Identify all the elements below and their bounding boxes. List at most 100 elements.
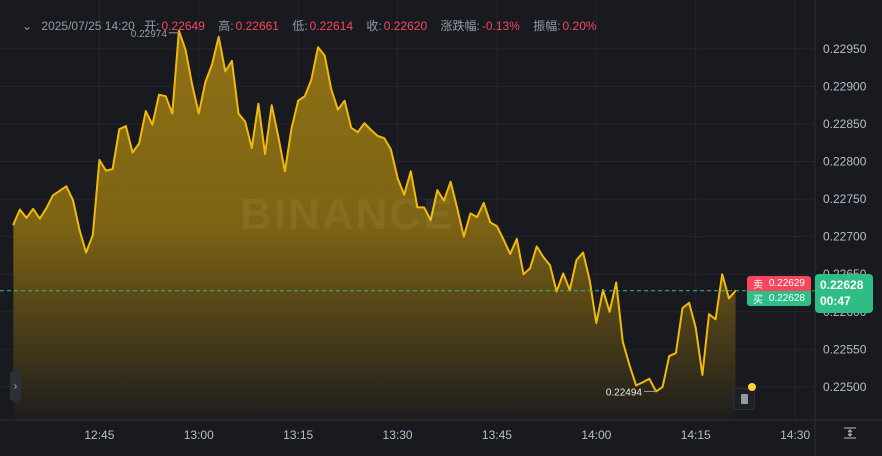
data-point <box>297 99 299 102</box>
data-point <box>19 208 21 211</box>
x-tick-label: 12:45 <box>84 428 114 442</box>
data-point <box>496 225 498 227</box>
data-point <box>131 151 134 154</box>
sell-price-badge[interactable]: 卖 0.22629 <box>747 276 811 291</box>
data-point <box>383 137 386 140</box>
data-point <box>569 289 571 291</box>
event-dot-icon[interactable] <box>748 383 756 391</box>
data-point <box>721 273 724 276</box>
data-point <box>509 253 512 255</box>
data-point <box>91 234 94 236</box>
y-tick-label: 0.22800 <box>823 155 867 169</box>
data-point <box>708 313 710 315</box>
data-point <box>197 112 200 115</box>
data-point <box>204 81 207 83</box>
data-point <box>529 267 531 270</box>
data-point <box>32 208 34 210</box>
data-point <box>714 318 717 321</box>
data-point <box>270 104 273 106</box>
data-point <box>449 181 452 183</box>
y-tick-label: 0.22900 <box>823 79 867 93</box>
data-point <box>516 238 518 240</box>
data-point <box>562 272 565 275</box>
data-point <box>469 212 472 215</box>
data-point <box>390 148 392 151</box>
max-price-label: 0.22974 <box>131 29 168 40</box>
data-point <box>628 364 631 366</box>
y-tick-label: 0.22850 <box>823 117 867 131</box>
x-tick-label: 13:45 <box>482 428 512 442</box>
data-point <box>191 84 193 86</box>
date-time: 2025/07/25 14:20 <box>41 19 135 33</box>
notes-button[interactable] <box>733 388 755 410</box>
data-point <box>111 168 114 170</box>
data-point <box>58 190 61 192</box>
buy-price-badge[interactable]: 买 0.22628 <box>747 291 811 306</box>
data-point <box>602 289 604 291</box>
data-point <box>85 251 87 254</box>
data-point <box>396 177 399 179</box>
y-axis[interactable]: 0.22950 0.22900 0.22850 0.22800 0.22750 0.227… <box>823 42 867 394</box>
data-point <box>370 129 372 131</box>
y-tick-label: 0.22700 <box>823 230 867 244</box>
y-tick-label: 0.22950 <box>823 42 867 56</box>
last-price-badge: 0.22628 00:47 <box>815 274 873 313</box>
y-tick-label: 0.22550 <box>823 342 867 356</box>
low-label: 低: <box>292 19 308 33</box>
data-point <box>542 256 545 258</box>
y-tick-label: 0.22750 <box>823 192 867 206</box>
data-point <box>118 128 121 131</box>
data-point <box>694 326 697 329</box>
data-point <box>224 70 227 73</box>
data-point <box>178 30 180 32</box>
data-point <box>257 102 260 105</box>
data-point <box>277 135 280 138</box>
x-tick-label: 14:15 <box>681 428 711 442</box>
data-point <box>635 384 637 387</box>
data-point <box>250 147 253 149</box>
data-point <box>555 290 558 293</box>
buy-price: 0.22628 <box>768 293 805 304</box>
data-point <box>211 63 213 66</box>
data-point <box>125 125 127 128</box>
price-area-fill <box>13 30 736 421</box>
auto-scale-icon[interactable] <box>844 427 856 439</box>
data-point <box>728 297 730 300</box>
data-point <box>284 170 286 173</box>
data-point <box>595 322 598 324</box>
data-point <box>608 311 611 313</box>
data-point <box>244 120 246 123</box>
data-point <box>403 193 405 196</box>
expand-sidebar-button[interactable]: › <box>10 371 21 401</box>
x-tick-label: 14:00 <box>581 428 611 442</box>
data-point <box>363 122 366 125</box>
data-point <box>337 108 339 111</box>
data-point <box>423 206 425 209</box>
data-point <box>217 36 220 38</box>
data-point <box>158 93 160 96</box>
price-line <box>12 29 737 393</box>
data-point <box>350 126 352 129</box>
data-point <box>522 273 525 276</box>
data-point <box>38 217 41 220</box>
data-point <box>72 199 74 201</box>
data-point <box>78 229 81 231</box>
data-point <box>622 341 624 343</box>
data-point <box>648 377 651 380</box>
data-point <box>323 54 326 57</box>
change-label: 涨跌幅: <box>440 19 480 33</box>
close-label: 收: <box>366 19 382 33</box>
collapse-chevron-icon[interactable]: ⌄ <box>22 19 33 33</box>
ohlc-header: ⌄ 2025/07/25 14:20 开: 0.22649 高: 0.22661 低… <box>22 17 607 34</box>
data-point <box>164 95 167 97</box>
data-point <box>144 110 147 112</box>
data-point <box>416 206 419 209</box>
open-label: 开: <box>144 19 160 33</box>
data-point <box>25 217 28 219</box>
data-point <box>582 251 584 254</box>
data-point <box>668 355 671 357</box>
data-point <box>429 219 432 221</box>
x-axis[interactable]: 12:45 13:00 13:15 13:30 13:45 14:00 14:15 14:30 <box>84 428 810 442</box>
data-point <box>231 60 233 62</box>
amplitude-value: 0.20% <box>562 19 597 33</box>
